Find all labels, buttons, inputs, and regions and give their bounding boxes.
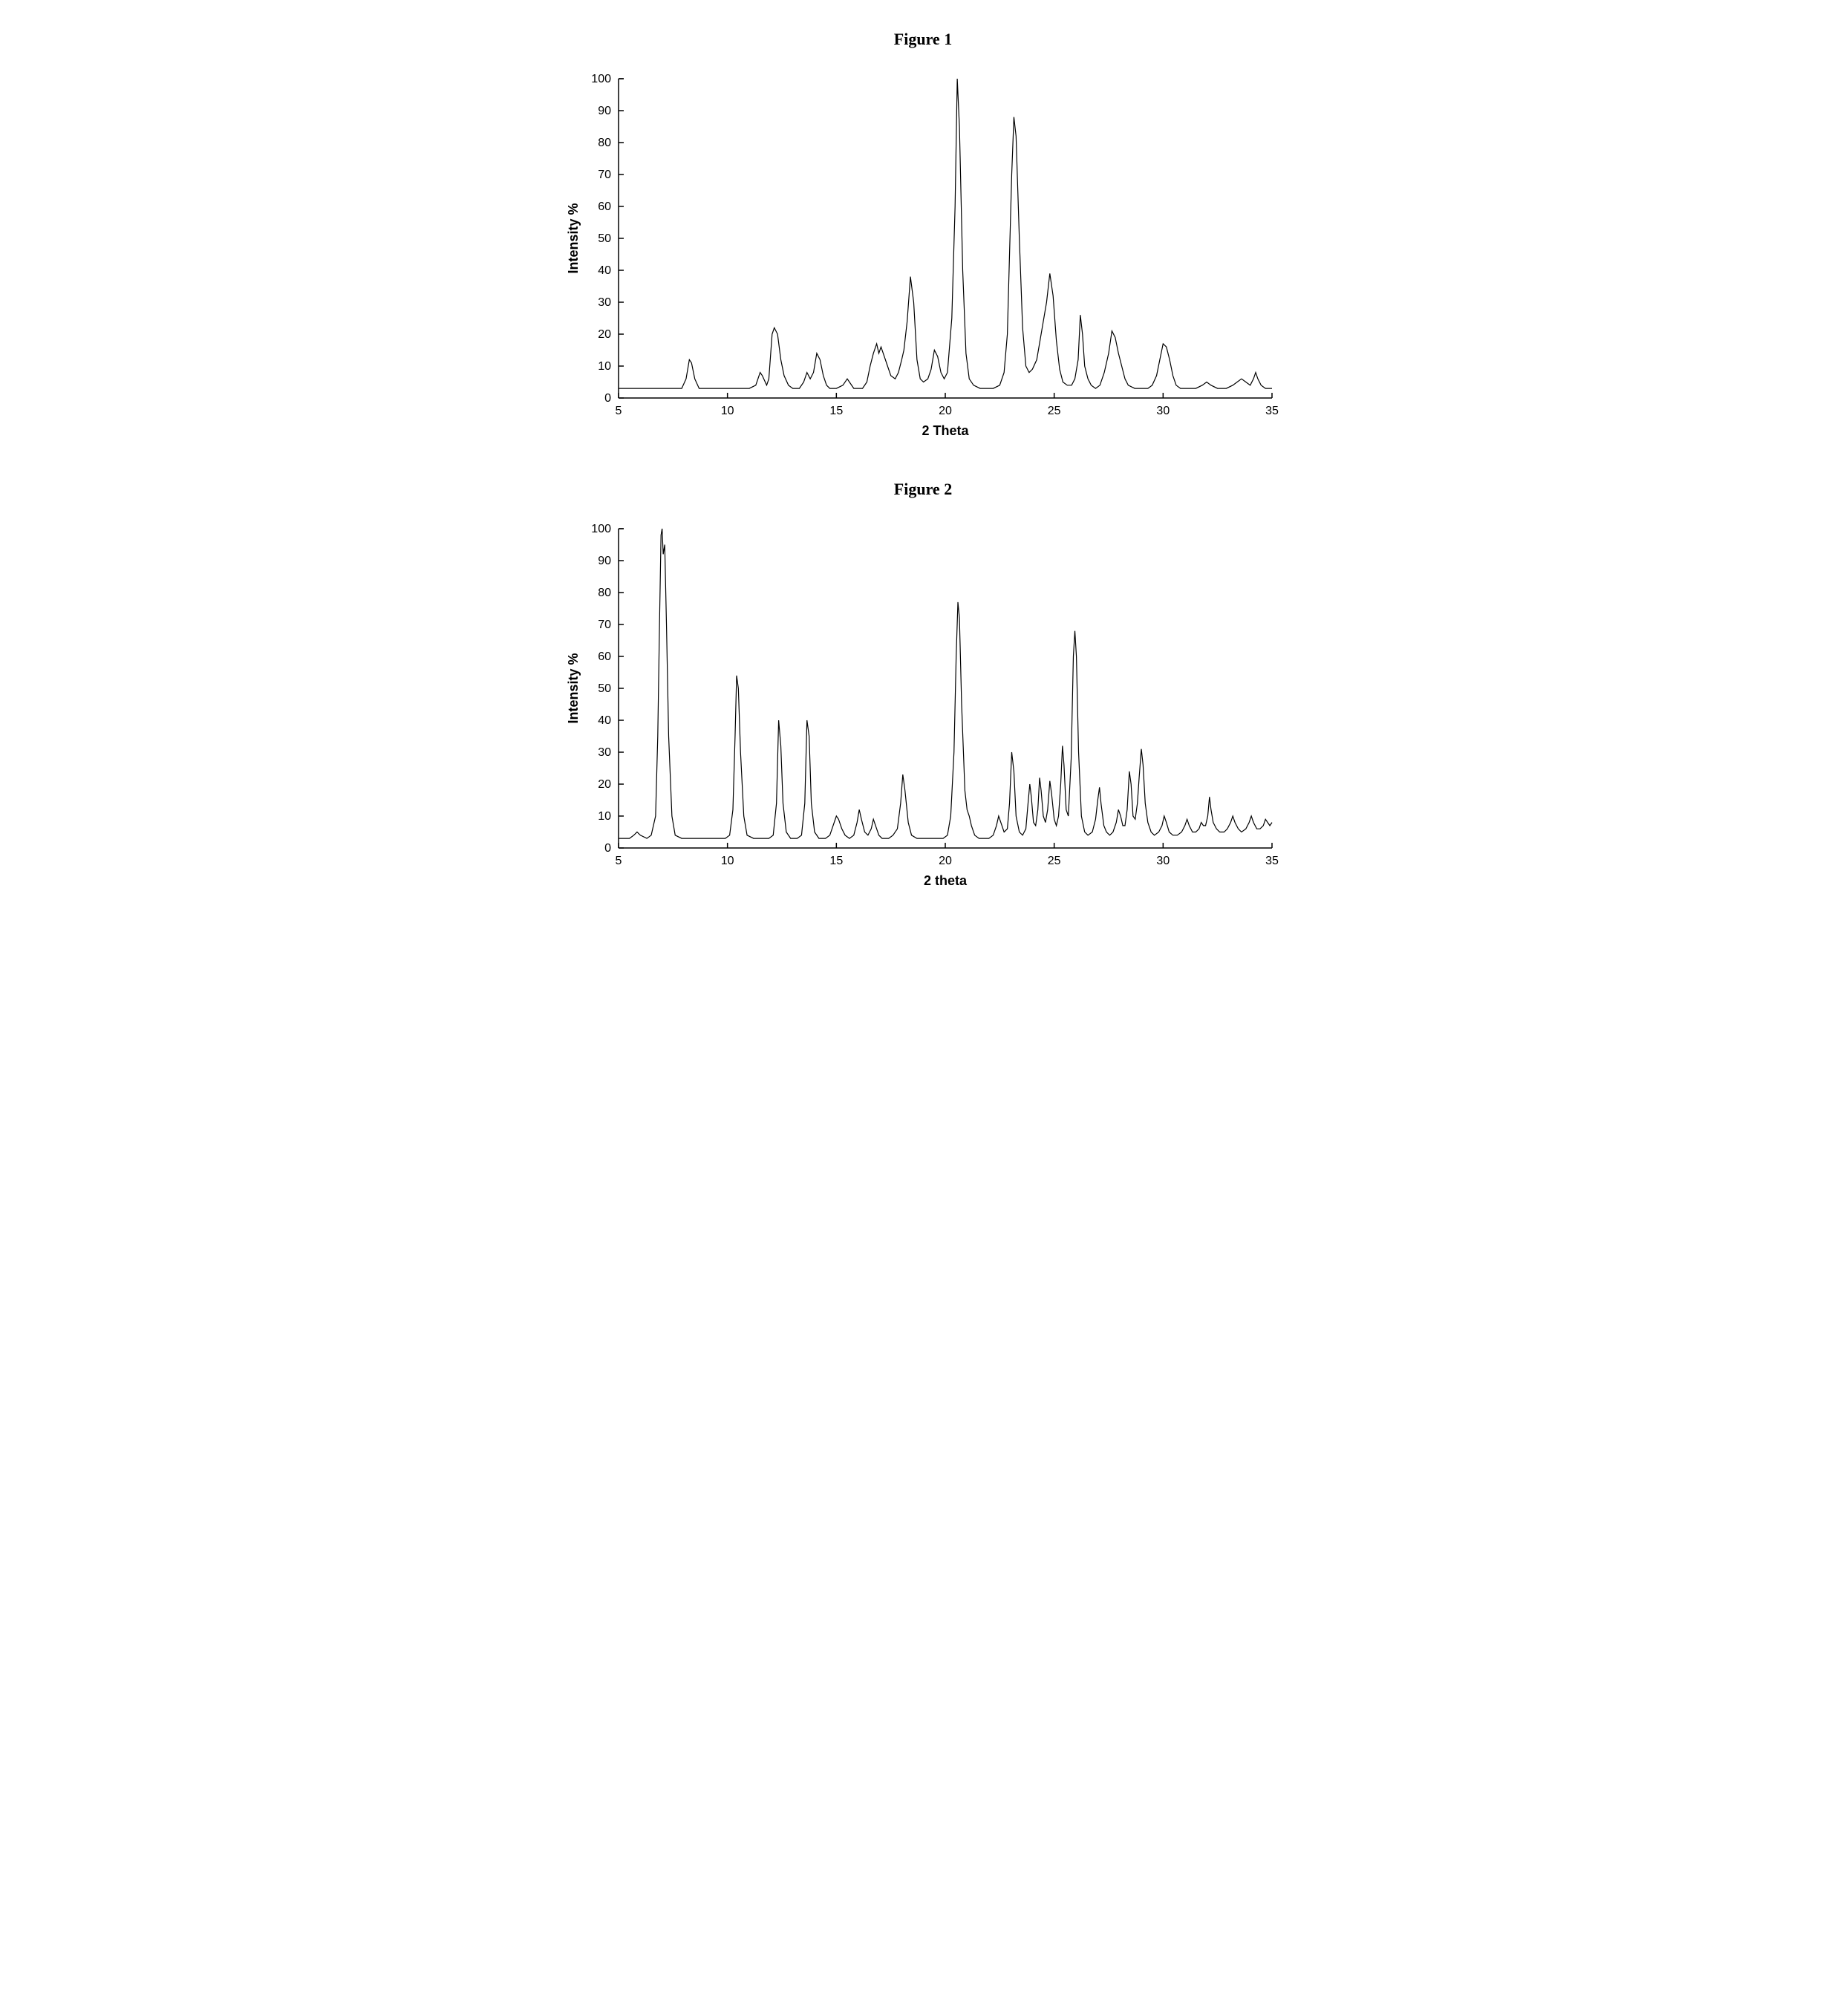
xtick-label: 35 [1265, 855, 1279, 867]
ytick-label: 20 [598, 778, 611, 791]
xtick-label: 5 [616, 855, 622, 867]
xtick-label: 25 [1048, 405, 1061, 417]
ytick-label: 50 [598, 682, 611, 695]
xtick-label: 15 [829, 855, 843, 867]
ytick-label: 50 [598, 232, 611, 245]
xtick-label: 20 [939, 855, 952, 867]
y-axis-label: Intensity % [566, 653, 581, 723]
ytick-label: 30 [598, 296, 611, 309]
ytick-label: 10 [598, 810, 611, 823]
xrd-trace [619, 529, 1272, 838]
ytick-label: 10 [598, 360, 611, 373]
ytick-label: 20 [598, 328, 611, 341]
xtick-label: 30 [1156, 855, 1170, 867]
ytick-label: 100 [591, 523, 611, 535]
xtick-label: 10 [721, 405, 734, 417]
x-axis-label: 2 Theta [922, 423, 969, 438]
xtick-label: 15 [829, 405, 843, 417]
xtick-label: 35 [1265, 405, 1279, 417]
chart-area: 0 10 20 30 40 50 60 70 80 90 100 5 10 15 20 25 30 35 2 The… [552, 64, 1294, 450]
x-axis-label: 2 theta [924, 873, 968, 888]
ytick-label: 40 [598, 264, 611, 277]
xtick-label: 30 [1156, 405, 1170, 417]
xtick-label: 25 [1048, 855, 1061, 867]
ytick-label: 80 [598, 137, 611, 149]
ytick-label: 60 [598, 200, 611, 213]
ytick-label: 40 [598, 714, 611, 727]
figure-title: Figure 1 [552, 30, 1294, 49]
xtick-label: 5 [616, 405, 622, 417]
ytick-label: 0 [604, 392, 611, 405]
ytick-label: 0 [604, 842, 611, 855]
y-axis-label: Intensity % [566, 203, 581, 273]
ytick-label: 30 [598, 746, 611, 759]
ytick-label: 60 [598, 650, 611, 663]
xtick-label: 20 [939, 405, 952, 417]
ytick-label: 70 [598, 169, 611, 181]
figure-title: Figure 2 [552, 480, 1294, 499]
xtick-label: 10 [721, 855, 734, 867]
ytick-label: 80 [598, 587, 611, 599]
ytick-label: 90 [598, 555, 611, 567]
xrd-trace [619, 79, 1272, 388]
figure-2: Figure 2 0 10 20 30 40 50 60 70 80 90 100 5 10 15 20 25 3… [552, 480, 1294, 900]
ytick-label: 70 [598, 619, 611, 631]
chart-area: 0 10 20 30 40 50 60 70 80 90 100 5 10 15 20 25 30 35 2 the… [552, 514, 1294, 900]
ytick-label: 90 [598, 105, 611, 117]
figure-1: Figure 1 0 10 20 30 40 50 60 70 80 90 100 5 10 15 20 25 3… [552, 30, 1294, 450]
ytick-label: 100 [591, 73, 611, 85]
